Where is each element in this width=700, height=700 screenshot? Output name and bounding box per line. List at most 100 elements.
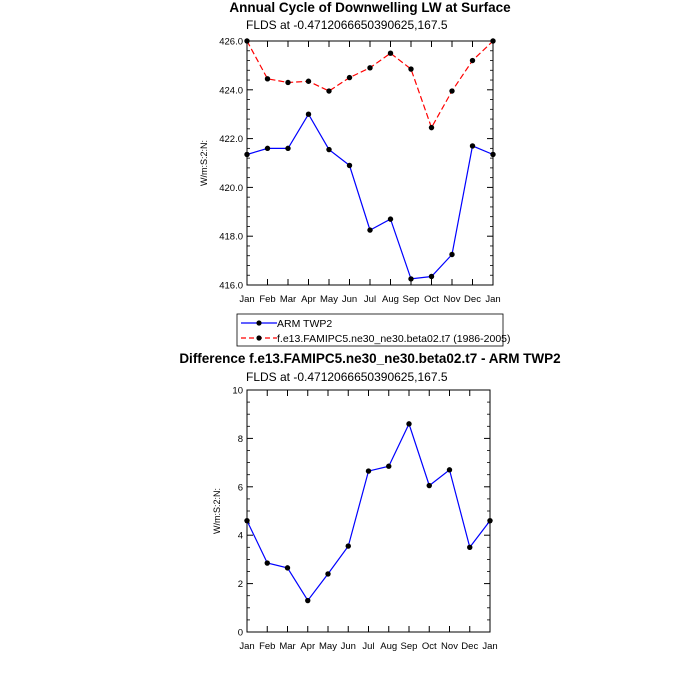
legend-label-arm: ARM TWP2 [277,318,332,330]
y-tick-label: 424.0 [219,85,243,96]
x-tick-label: Mar [279,641,295,652]
series-1-point [428,124,435,131]
series-0-point [426,482,432,489]
x-tick-labels: Jan Feb Mar Apr May Jun Jul Aug Sep Oct Nov Dec Jan [239,641,497,652]
series-0-point [467,544,473,550]
series-1-point [346,74,353,81]
legend: ARM TWP2 f.e13.FAMIPC5.ne30_ne30.beta02.… [236,313,511,347]
x-tick-label: Apr [300,641,315,652]
plot-border [246,40,494,286]
x-tick-label: Oct [422,641,437,652]
x-tick-label: Aug [382,294,399,305]
series-0-point [284,565,291,571]
x-tick-label: Dec [461,641,478,652]
x-tick-label: Sep [403,294,420,305]
series-0-point [428,273,435,280]
legend-marker-model [256,335,262,341]
x-tick-label: Jan [482,641,497,652]
x-tick-label: Aug [380,641,397,652]
series-0-point [408,276,414,282]
chart-subtitle: FLDS at -0.4712066650390625,167.5 [246,18,448,32]
series-1-point [285,79,291,86]
series-0-point [387,216,394,222]
series-0-point [305,111,312,117]
x-tick-label: Jun [341,641,356,652]
series-1-point [387,50,394,56]
x-tick-label: Sep [401,641,418,652]
series-1-point [469,57,476,64]
chart-subtitle: FLDS at -0.4712066650390625,167.5 [246,370,448,384]
y-axis-label: W/m:S:2:N: [212,488,222,534]
series-line-0 [246,113,494,280]
plot-border [246,389,491,633]
series-0-point [305,597,311,604]
series-1-point [305,78,312,84]
legend-box [236,313,504,347]
series-1-point [408,66,414,72]
y-tick-labels: 416.0 418.0 420.0 422.0 424.0 426.0 [219,37,243,292]
y-tick-label: 8 [238,434,243,445]
chart-title: Difference f.e13.FAMIPC5.ne30_ne30.beta0… [179,351,560,366]
series-1-point [264,76,271,82]
legend-label-model: f.e13.FAMIPC5.ne30_ne30.beta02.t7 (1986-… [277,333,511,345]
series-1-point [490,38,496,44]
y-tick-label: 418.0 [219,232,243,243]
series-group [244,421,493,604]
x-tick-label: Feb [259,294,275,305]
series-0-point [490,151,496,158]
series-0-point [325,571,331,577]
series-0-point [244,151,250,158]
x-tick-label: Jan [239,294,254,305]
series-group [244,38,496,282]
x-tick-label: Feb [259,641,275,652]
series-0-point [365,468,372,474]
x-tick-label: May [320,294,338,305]
series-line-1 [246,40,494,130]
x-tick-label: Mar [280,294,296,305]
series-0-point [244,517,250,524]
y-tick-label: 10 [232,386,243,397]
series-0-point [449,251,455,258]
x-tick-labels: Jan Feb Mar Apr May Jun Jul Aug Sep Oct Nov Dec Jan [239,294,500,305]
x-tick-label: Jul [364,294,376,305]
axes-frame [246,40,494,286]
x-tick-label: Jun [342,294,357,305]
y-tick-label: 6 [238,482,243,493]
y-tick-labels: 0 2 4 6 8 10 [232,386,243,639]
axes-frame [246,389,491,633]
x-tick-label: Jan [485,294,500,305]
difference-chart: Difference f.e13.FAMIPC5.ne30_ne30.beta0… [179,351,560,652]
series-0-point [487,517,493,524]
y-tick-label: 416.0 [219,281,243,292]
x-tick-label: Dec [464,294,481,305]
series-0-point [406,421,412,427]
y-tick-label: 420.0 [219,183,243,194]
y-tick-label: 422.0 [219,134,243,145]
series-1-point [449,88,455,94]
legend-marker-arm [256,320,262,326]
series-0-point [345,543,351,549]
x-tick-label: Nov [444,294,461,305]
y-tick-label: 426.0 [219,37,243,48]
series-0-point [346,162,353,169]
series-0-point [285,145,291,152]
series-1-point [367,65,373,71]
series-0-point [264,560,270,566]
series-1-point [244,38,250,44]
x-tick-label: May [319,641,337,652]
series-0-point [326,146,332,153]
y-axis-label: W/m:S:2:N: [199,140,209,186]
series-1-point [326,88,332,94]
series-0-point [469,143,476,149]
series-0-point [446,467,453,473]
series-0-point [367,227,373,233]
y-tick-label: 4 [238,531,243,542]
y-tick-label: 0 [238,628,243,639]
series-line-0 [246,422,491,602]
x-tick-label: Jan [239,641,254,652]
x-tick-label: Nov [441,641,458,652]
annual-cycle-chart: Annual Cycle of Downwelling LW at Surfac… [199,0,511,305]
series-0-point [386,463,392,469]
chart-title: Annual Cycle of Downwelling LW at Surfac… [229,0,511,15]
